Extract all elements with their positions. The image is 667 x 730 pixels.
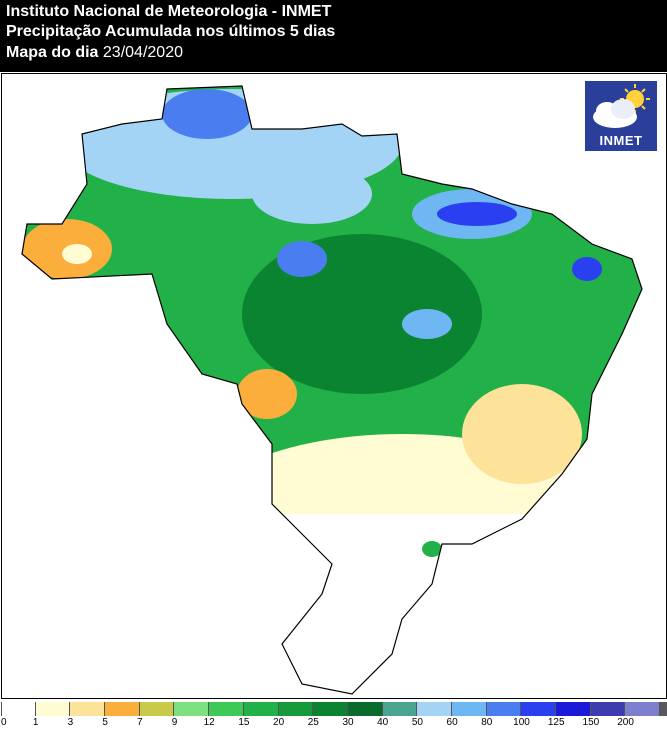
legend-tick-label: 25 xyxy=(307,717,319,728)
legend-tick-label: 50 xyxy=(411,717,423,728)
legend-swatch xyxy=(243,702,279,716)
date-line: Mapa do dia 23/04/2020 xyxy=(6,43,183,62)
legend-tick-label: 20 xyxy=(273,717,285,728)
legend-tick-label: 40 xyxy=(377,717,389,728)
legend-swatch xyxy=(278,702,314,716)
sun-cloud-icon xyxy=(593,84,650,128)
institution-title: Instituto Nacional de Meteorologia - INM… xyxy=(6,3,332,20)
legend-tick-label: 30 xyxy=(342,717,354,728)
legend-tick-label: 5 xyxy=(102,717,108,728)
map-header: Instituto Nacional de Meteorologia - INM… xyxy=(0,0,667,72)
legend-swatch xyxy=(451,702,487,716)
precipitation-map xyxy=(21,85,643,695)
logo-text: INMET xyxy=(599,133,643,148)
legend-swatch xyxy=(35,702,71,716)
legend-tick-label: 100 xyxy=(513,717,530,728)
product-title: Precipitação Acumulada nos últimos 5 dia… xyxy=(6,23,336,40)
legend-swatch xyxy=(105,702,140,716)
legend-tick-label: 3 xyxy=(67,717,74,728)
legend-swatch xyxy=(590,702,626,716)
legend-swatch xyxy=(660,702,667,716)
legend-tick-label: 1 xyxy=(32,717,39,728)
legend-swatch xyxy=(521,702,556,716)
legend-tick-label: 12 xyxy=(203,717,215,728)
legend-swatch xyxy=(417,702,452,716)
date-value: 23/04/2020 xyxy=(102,44,183,61)
map-frame xyxy=(1,73,667,699)
legend-swatch xyxy=(347,702,383,716)
legend-tick-label: 15 xyxy=(238,717,250,728)
legend-tick-label: 9 xyxy=(171,717,178,728)
legend-tick-label: 7 xyxy=(137,717,143,728)
legend-swatch xyxy=(1,702,36,716)
legend-swatch xyxy=(556,702,591,716)
legend-swatch xyxy=(139,702,175,716)
legend-swatch xyxy=(209,702,244,716)
legend-tick-label: 125 xyxy=(547,717,565,728)
legend-ticks: 0 1 3 5 7 9 12 15 20 25 30 40 50 60 80 100 125 150 200 xyxy=(0,717,667,729)
legend-swatch xyxy=(382,702,418,716)
legend-tick-label: 80 xyxy=(481,717,493,728)
legend-swatch xyxy=(486,702,522,716)
inmet-logo: INMET xyxy=(585,81,657,151)
legend-swatch xyxy=(174,702,210,716)
legend-swatch xyxy=(625,702,661,716)
legend-tick-label: 60 xyxy=(446,717,458,728)
precipitation-legend: 0 1 3 5 7 9 12 15 20 25 30 40 50 60 80 100 125 150 200 xyxy=(0,702,667,730)
legend-swatch xyxy=(313,702,348,716)
legend-tick-label: 200 xyxy=(617,717,634,728)
legend-swatches xyxy=(1,702,667,716)
legend-tick-label: 0 xyxy=(1,717,7,728)
legend-swatch xyxy=(70,702,106,716)
date-label: Mapa do dia xyxy=(6,44,99,61)
legend-tick-label: 150 xyxy=(582,717,600,728)
